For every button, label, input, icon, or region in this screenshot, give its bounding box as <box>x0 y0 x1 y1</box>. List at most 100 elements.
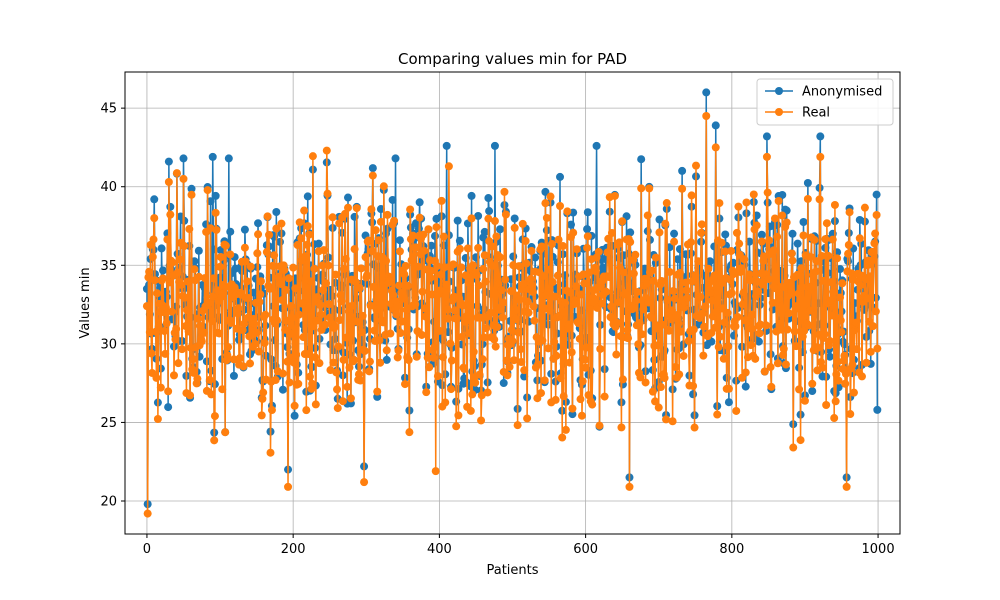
data-point-real <box>610 191 619 200</box>
data-point-real <box>463 244 472 253</box>
data-point-real <box>322 279 331 288</box>
data-point-real <box>766 363 775 372</box>
data-point-anonymised <box>592 141 601 150</box>
data-point-real <box>469 347 478 356</box>
data-point-real <box>421 312 430 321</box>
data-point-real <box>517 357 526 366</box>
data-point-real <box>330 322 339 331</box>
data-point-real <box>256 290 265 299</box>
data-point-anonymised <box>836 265 845 274</box>
data-point-real <box>218 385 227 394</box>
data-point-real <box>679 351 688 360</box>
data-point-real <box>586 304 594 313</box>
data-point-anonymised <box>762 132 771 141</box>
data-point-real <box>468 390 477 399</box>
data-point-real <box>740 255 749 264</box>
data-point-real <box>769 246 778 255</box>
data-point-real <box>841 369 850 378</box>
data-point-real <box>545 265 554 274</box>
data-point-real <box>717 238 726 247</box>
data-point-real <box>196 321 205 330</box>
data-point-anonymised <box>670 229 679 238</box>
data-point-real <box>569 228 578 237</box>
series-real <box>142 112 882 518</box>
data-point-real <box>684 336 693 345</box>
data-point-real <box>372 305 381 314</box>
data-point-real <box>706 288 715 297</box>
data-point-anonymised <box>211 191 220 200</box>
data-point-real <box>465 329 474 338</box>
data-point-anonymised <box>226 227 235 236</box>
data-point-real <box>187 190 196 199</box>
data-point-real <box>657 276 666 285</box>
data-point-real <box>738 300 747 309</box>
data-point-real <box>477 416 486 425</box>
data-point-real <box>153 415 162 423</box>
data-point-anonymised <box>368 164 377 173</box>
legend-label-anonymised: Anonymised <box>802 85 882 100</box>
data-point-real <box>554 235 563 244</box>
data-point-real <box>582 343 591 352</box>
data-point-real <box>200 274 209 283</box>
data-point-anonymised <box>150 195 159 204</box>
data-point-real <box>872 211 881 219</box>
data-point-anonymised <box>467 191 476 200</box>
data-point-real <box>689 381 698 390</box>
data-point-real <box>289 358 298 367</box>
data-point-real <box>240 243 249 252</box>
data-point-real <box>484 214 493 223</box>
data-point-real <box>480 251 489 260</box>
data-point-real <box>175 255 184 264</box>
data-point-real <box>538 336 547 345</box>
data-point-real <box>852 345 861 354</box>
data-point-real <box>542 213 551 222</box>
data-point-real <box>469 261 478 270</box>
data-point-real <box>697 220 706 229</box>
data-point-real <box>398 317 407 326</box>
data-point-anonymised <box>427 241 436 250</box>
data-point-real <box>526 274 535 283</box>
data-point-real <box>749 190 758 199</box>
chart-title: Comparing values min for PAD <box>398 50 627 68</box>
data-point-real <box>263 212 272 221</box>
data-point-real <box>829 287 838 296</box>
data-point-real <box>691 271 700 280</box>
data-point-real <box>811 267 820 276</box>
data-point-anonymised <box>568 410 577 419</box>
data-point-real <box>678 184 687 193</box>
data-point-real <box>773 359 782 368</box>
data-point-real <box>758 280 767 289</box>
data-point-real <box>755 329 764 338</box>
data-point-real <box>412 352 421 361</box>
data-point-real <box>262 248 271 257</box>
data-point-real <box>866 272 875 281</box>
data-point-real <box>704 264 713 273</box>
data-point-real <box>226 250 235 259</box>
data-point-anonymised <box>754 337 763 346</box>
data-point-real <box>168 258 177 267</box>
data-point-anonymised <box>376 205 385 214</box>
data-point-real <box>746 341 755 350</box>
data-point-real <box>518 219 527 228</box>
data-point-real <box>507 326 516 334</box>
data-point-real <box>420 246 429 255</box>
legend: Anonymised Real <box>756 78 894 126</box>
data-point-real <box>414 262 423 271</box>
data-point-real <box>768 298 777 307</box>
data-point-real <box>183 306 192 315</box>
data-point-real <box>455 244 464 253</box>
data-point-real <box>243 277 252 286</box>
data-point-real <box>521 237 530 246</box>
data-point-real <box>266 448 275 457</box>
data-point-real <box>257 411 266 420</box>
data-point-anonymised <box>194 246 203 255</box>
data-point-real <box>824 251 833 260</box>
data-point-real <box>556 374 565 383</box>
data-point-real <box>754 287 763 296</box>
data-point-real <box>561 298 570 307</box>
data-point-anonymised <box>599 263 608 272</box>
data-point-real <box>324 261 333 270</box>
data-point-real <box>447 385 456 394</box>
data-point-real <box>447 356 456 365</box>
data-point-real <box>319 286 328 294</box>
